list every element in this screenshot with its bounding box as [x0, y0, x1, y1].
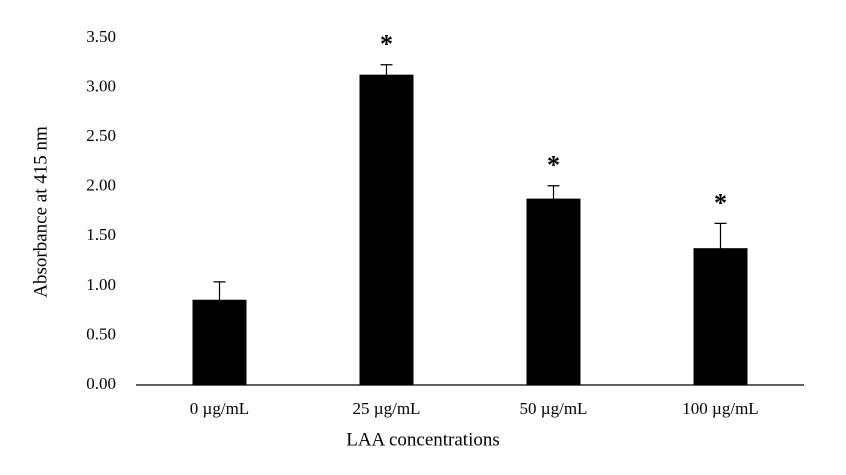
y-tick-label: 0.00 — [86, 374, 116, 393]
bar — [359, 74, 414, 385]
x-tick-label: 25 µg/mL — [353, 399, 421, 418]
error-bar — [380, 64, 393, 86]
y-tick-label: 1.50 — [86, 225, 116, 244]
x-tick-label: 100 µg/mL — [682, 399, 758, 418]
significance-marker: * — [714, 188, 727, 217]
error-bar — [213, 281, 226, 319]
y-axis-label: Absorbance at 415 nm — [30, 126, 51, 298]
x-tick-label: 50 µg/mL — [520, 399, 588, 418]
significance-marker: * — [547, 151, 560, 180]
bar — [526, 198, 581, 385]
y-tick-label: 3.00 — [86, 76, 116, 95]
y-tick-label: 1.00 — [86, 275, 116, 294]
error-bar — [714, 222, 727, 274]
y-tick-label: 2.00 — [86, 176, 116, 195]
error-bar — [547, 185, 560, 213]
y-tick-label: 3.50 — [86, 27, 116, 46]
x-tick-label: 0 µg/mL — [190, 399, 249, 418]
y-tick-label: 0.50 — [86, 324, 116, 343]
significance-marker: * — [380, 30, 393, 59]
y-tick-label: 2.50 — [86, 126, 116, 145]
x-axis-label: LAA concentrations — [346, 429, 500, 450]
